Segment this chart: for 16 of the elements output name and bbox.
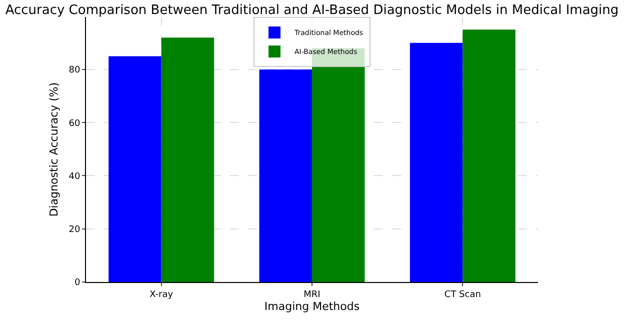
bar — [259, 69, 312, 282]
bar — [410, 42, 463, 282]
bar — [462, 30, 516, 282]
y-axis-title: Diagnostic Accuracy (%) — [47, 82, 60, 217]
bar — [108, 56, 162, 282]
bar — [161, 38, 214, 282]
x-axis-title: Imaging Methods — [264, 300, 360, 313]
y-tick-label: 0 — [74, 278, 80, 288]
x-tick-label: CT Scan — [444, 290, 481, 300]
y-tick-label: 60 — [68, 118, 80, 129]
y-tick-label: 80 — [68, 66, 80, 76]
y-tick-label: 40 — [68, 172, 80, 182]
y-tick-label: 20 — [68, 225, 80, 236]
x-tick-label: X-ray — [150, 290, 174, 300]
chart-title: Accuracy Comparison Between Traditional and AI-Based Diagnostic Models in Medical Imaging — [5, 2, 619, 18]
x-tick-label: MRI — [304, 290, 320, 300]
